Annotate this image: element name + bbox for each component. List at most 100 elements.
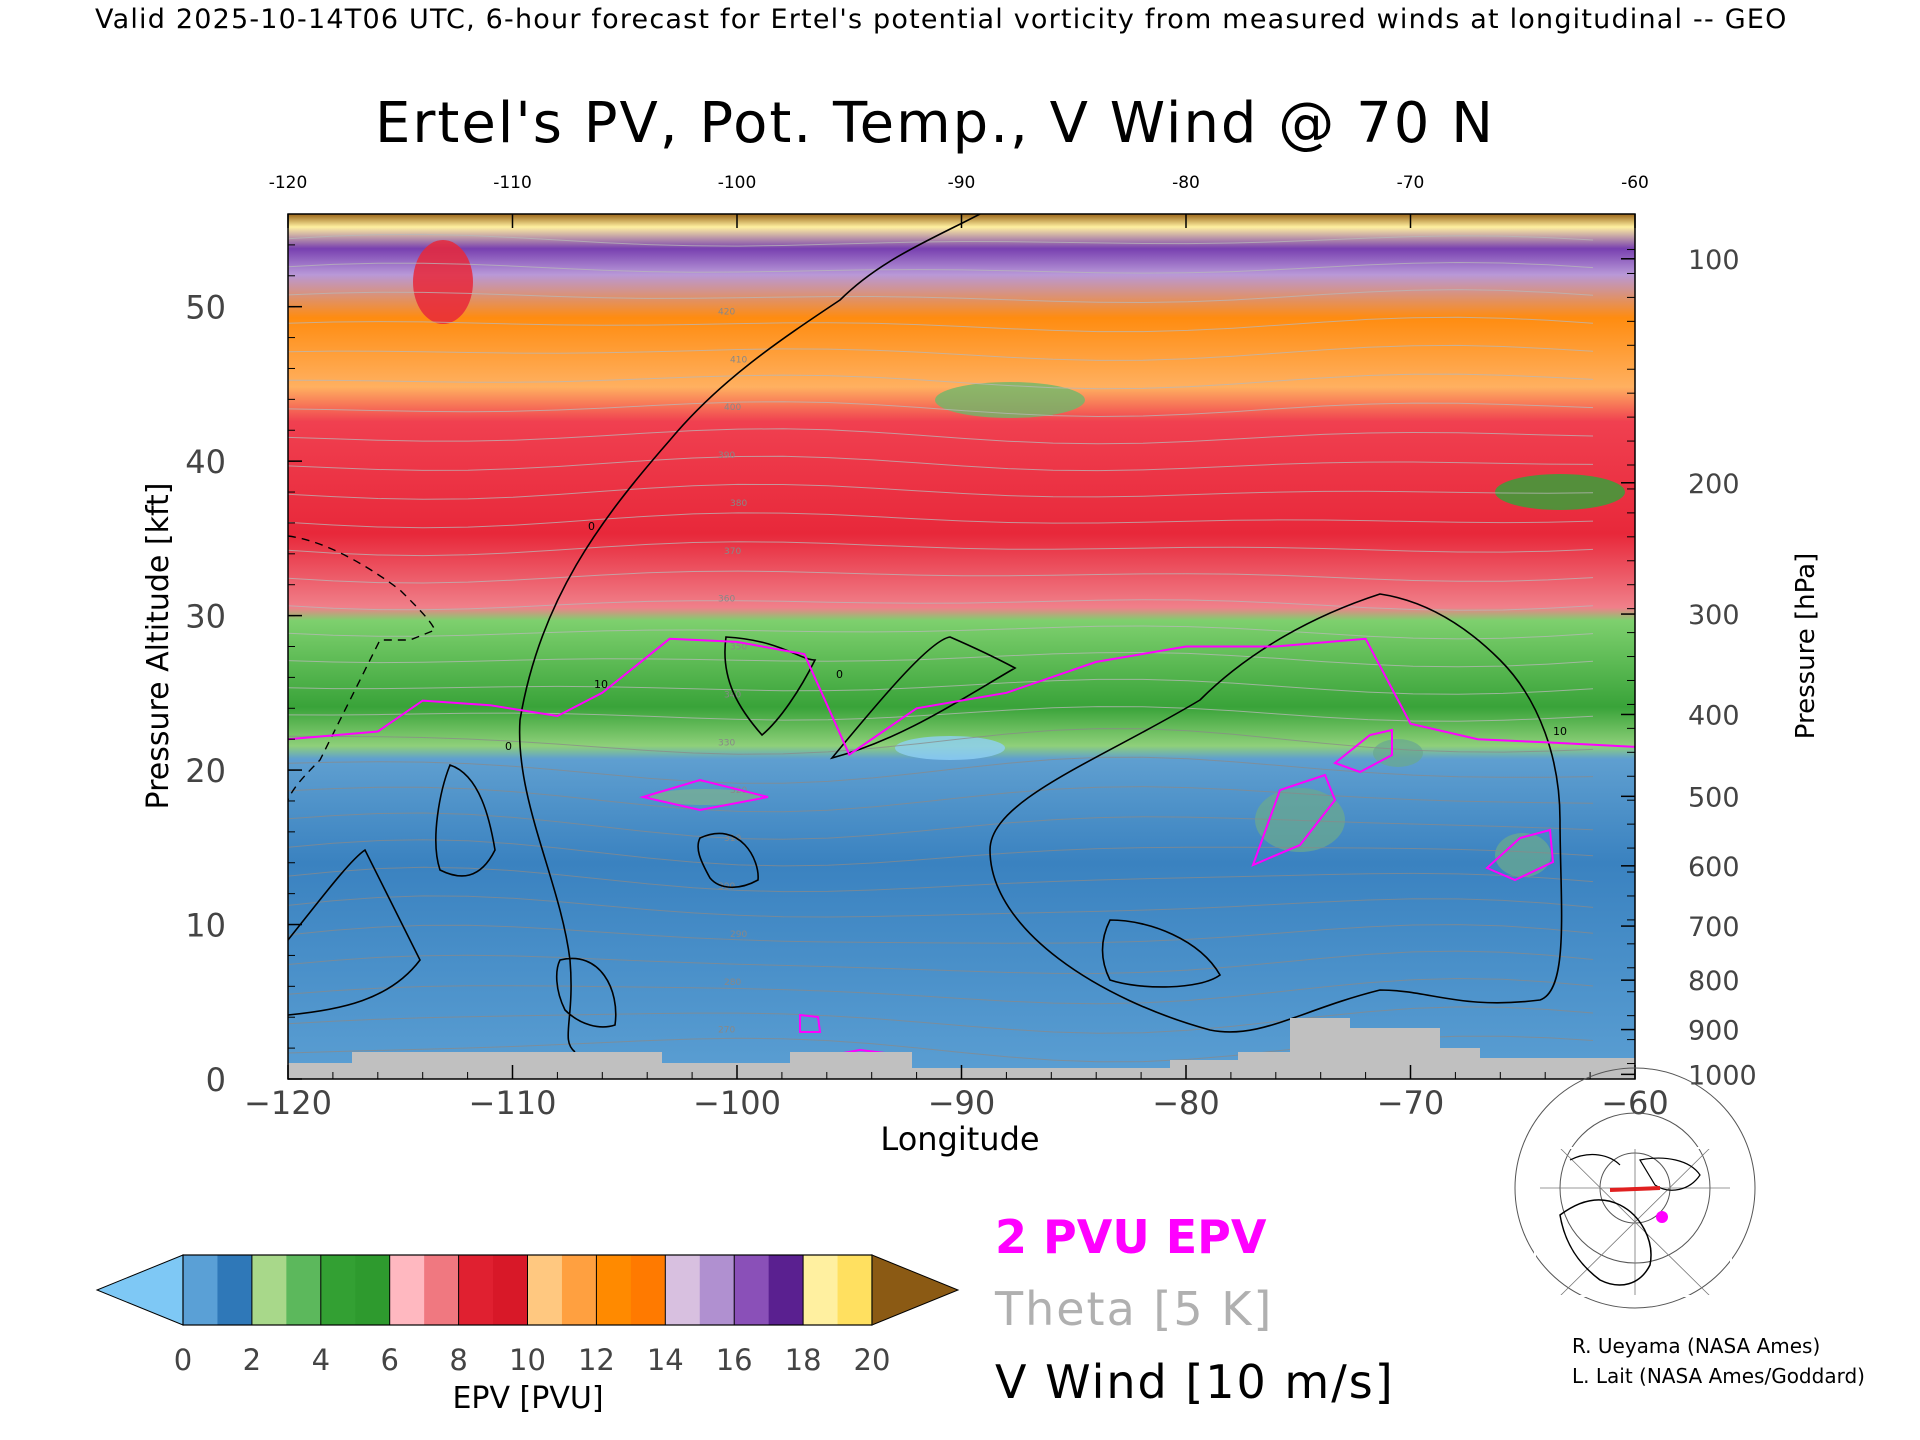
theta-label: 310 — [724, 834, 741, 844]
colorbar-swatch — [320, 1255, 356, 1325]
theta-label: 400 — [724, 403, 741, 413]
x-tick-label-top: -110 — [493, 173, 532, 193]
colorbar-tick-label: 8 — [449, 1343, 467, 1377]
colorbar-tick-label: 20 — [854, 1343, 891, 1377]
theta-isentrope — [288, 625, 1594, 640]
theta-isentrope — [288, 786, 1594, 813]
colorbar-under-arrow — [95, 1254, 184, 1326]
map-cross-section-track — [1609, 1186, 1661, 1192]
colorbar-swatch — [217, 1255, 253, 1325]
theta-isentrope — [288, 812, 1594, 840]
theta-isentrope — [288, 924, 1594, 944]
theta-isentrope — [288, 289, 1594, 304]
colorbar-tick-label: 16 — [716, 1343, 753, 1377]
x-tick-label: −90 — [928, 1084, 996, 1122]
vwind-label: 0 — [588, 520, 595, 533]
pressure-tick-label: 500 — [1688, 782, 1740, 813]
pressure-tick-label: 300 — [1688, 600, 1740, 631]
theta-isentrope — [288, 977, 1594, 1005]
terrain-mask — [288, 1018, 1635, 1079]
colorbar-swatch — [458, 1255, 494, 1325]
theta-isentrope — [288, 866, 1594, 893]
colorbar-tick-label: 14 — [647, 1343, 684, 1377]
legend-pvu: 2 PVU EPV — [995, 1210, 1267, 1264]
colorbar-tick-label: 6 — [380, 1343, 398, 1377]
x-tick-label-top: -100 — [718, 173, 757, 193]
locator-map — [1514, 1067, 1756, 1309]
map-latitude-circle — [1514, 1067, 1756, 1309]
vwind-label: 0 — [836, 668, 843, 681]
colorbar-swatch — [286, 1255, 322, 1325]
pv-feature-green-patch — [935, 382, 1085, 418]
theta-label: 390 — [718, 451, 735, 461]
theta-contours: 2702802903003103203303403503603703803904… — [288, 233, 1594, 1063]
pv-feature-green-low — [650, 789, 760, 805]
theta-label: 320 — [730, 786, 747, 796]
legend-vwind: V Wind [10 m/s] — [995, 1355, 1395, 1409]
theta-isentrope — [288, 950, 1594, 975]
pressure-tick-label: 600 — [1688, 852, 1740, 883]
colorbar-over-arrow — [871, 1254, 960, 1326]
colorbar-tick-label: 0 — [174, 1343, 192, 1377]
colorbar-tick-label: 2 — [243, 1343, 261, 1377]
theta-isentrope — [288, 756, 1594, 784]
colorbar-tick-label: 4 — [312, 1343, 330, 1377]
theta-isentrope — [288, 373, 1594, 390]
theta-label: 380 — [730, 499, 747, 509]
theta-label: 290 — [730, 930, 747, 940]
pressure-tick-label: 100 — [1688, 245, 1740, 276]
vwind-label: 0 — [505, 740, 512, 753]
header-valid-line: Valid 2025-10-14T06 UTC, 6-hour forecast… — [95, 4, 1788, 35]
colorbar-label: EPV [PVU] — [452, 1381, 603, 1416]
vwind-negative-contour — [288, 535, 436, 801]
theta-isentrope — [288, 678, 1594, 695]
theta-isentrope — [288, 455, 1594, 472]
pressure-tick-label: 800 — [1688, 966, 1740, 997]
x-tick-label-top: -90 — [948, 173, 976, 193]
pressure-tick-label: 900 — [1688, 1016, 1740, 1047]
plot-area: 2702802903003103203303403503603703803904… — [288, 214, 1635, 1079]
theta-isentrope — [288, 541, 1594, 557]
x-tick-label-top: -120 — [269, 173, 308, 193]
colorbar-swatch — [355, 1255, 391, 1325]
colorbar-swatch — [527, 1255, 563, 1325]
theta-isentrope — [288, 651, 1594, 668]
theta-isentrope — [288, 895, 1594, 918]
colorbar-frame — [182, 1254, 873, 1326]
credit-line-2: L. Lait (NASA Ames/Goddard) — [1572, 1364, 1865, 1388]
theta-isentrope — [288, 570, 1594, 584]
theta-isentrope — [288, 483, 1594, 500]
theta-isentrope — [288, 599, 1594, 611]
theta-isentrope — [288, 316, 1594, 333]
colorbar-swatch — [493, 1255, 529, 1325]
theta-isentrope — [288, 344, 1594, 361]
x-tick-label: −110 — [469, 1084, 557, 1122]
colorbar-swatch — [630, 1255, 666, 1325]
theta-isentrope — [288, 261, 1594, 274]
y-tick-label: 10 — [185, 907, 226, 945]
colorbar-swatch — [251, 1255, 287, 1325]
colorbar-swatch — [183, 1255, 219, 1325]
theta-label: 410 — [730, 355, 747, 365]
theta-label: 280 — [724, 978, 741, 988]
y-axis-label-right: Pressure [hPa] — [1791, 553, 1821, 740]
theta-isentrope — [288, 706, 1594, 722]
colorbar-tick-label: 18 — [785, 1343, 822, 1377]
map-coastline — [1569, 1153, 1621, 1166]
pv-feature-light-blue — [895, 736, 1005, 760]
theta-isentrope — [288, 728, 1594, 755]
y-axis-label-left: Pressure Altitude [kft] — [141, 483, 176, 810]
colorbar-swatch — [803, 1255, 839, 1325]
colorbar-tick-label: 10 — [509, 1343, 546, 1377]
pv-feature-green-low — [1373, 739, 1423, 767]
epv-colorbar: 0 2 4 6 8 10 12 14 16 18 20 — [95, 1254, 960, 1377]
map-coastline — [1639, 1157, 1701, 1191]
pvu-2-contour — [288, 637, 1635, 757]
x-tick-label: −60 — [1601, 1084, 1669, 1122]
pv-feature-red-blob — [413, 240, 473, 324]
pressure-tick-label: 700 — [1688, 912, 1740, 943]
x-tick-label-top: -80 — [1172, 173, 1200, 193]
map-location-marker — [1656, 1211, 1668, 1223]
chart-title: Ertel's PV, Pot. Temp., V Wind @ 70 N — [375, 91, 1495, 156]
